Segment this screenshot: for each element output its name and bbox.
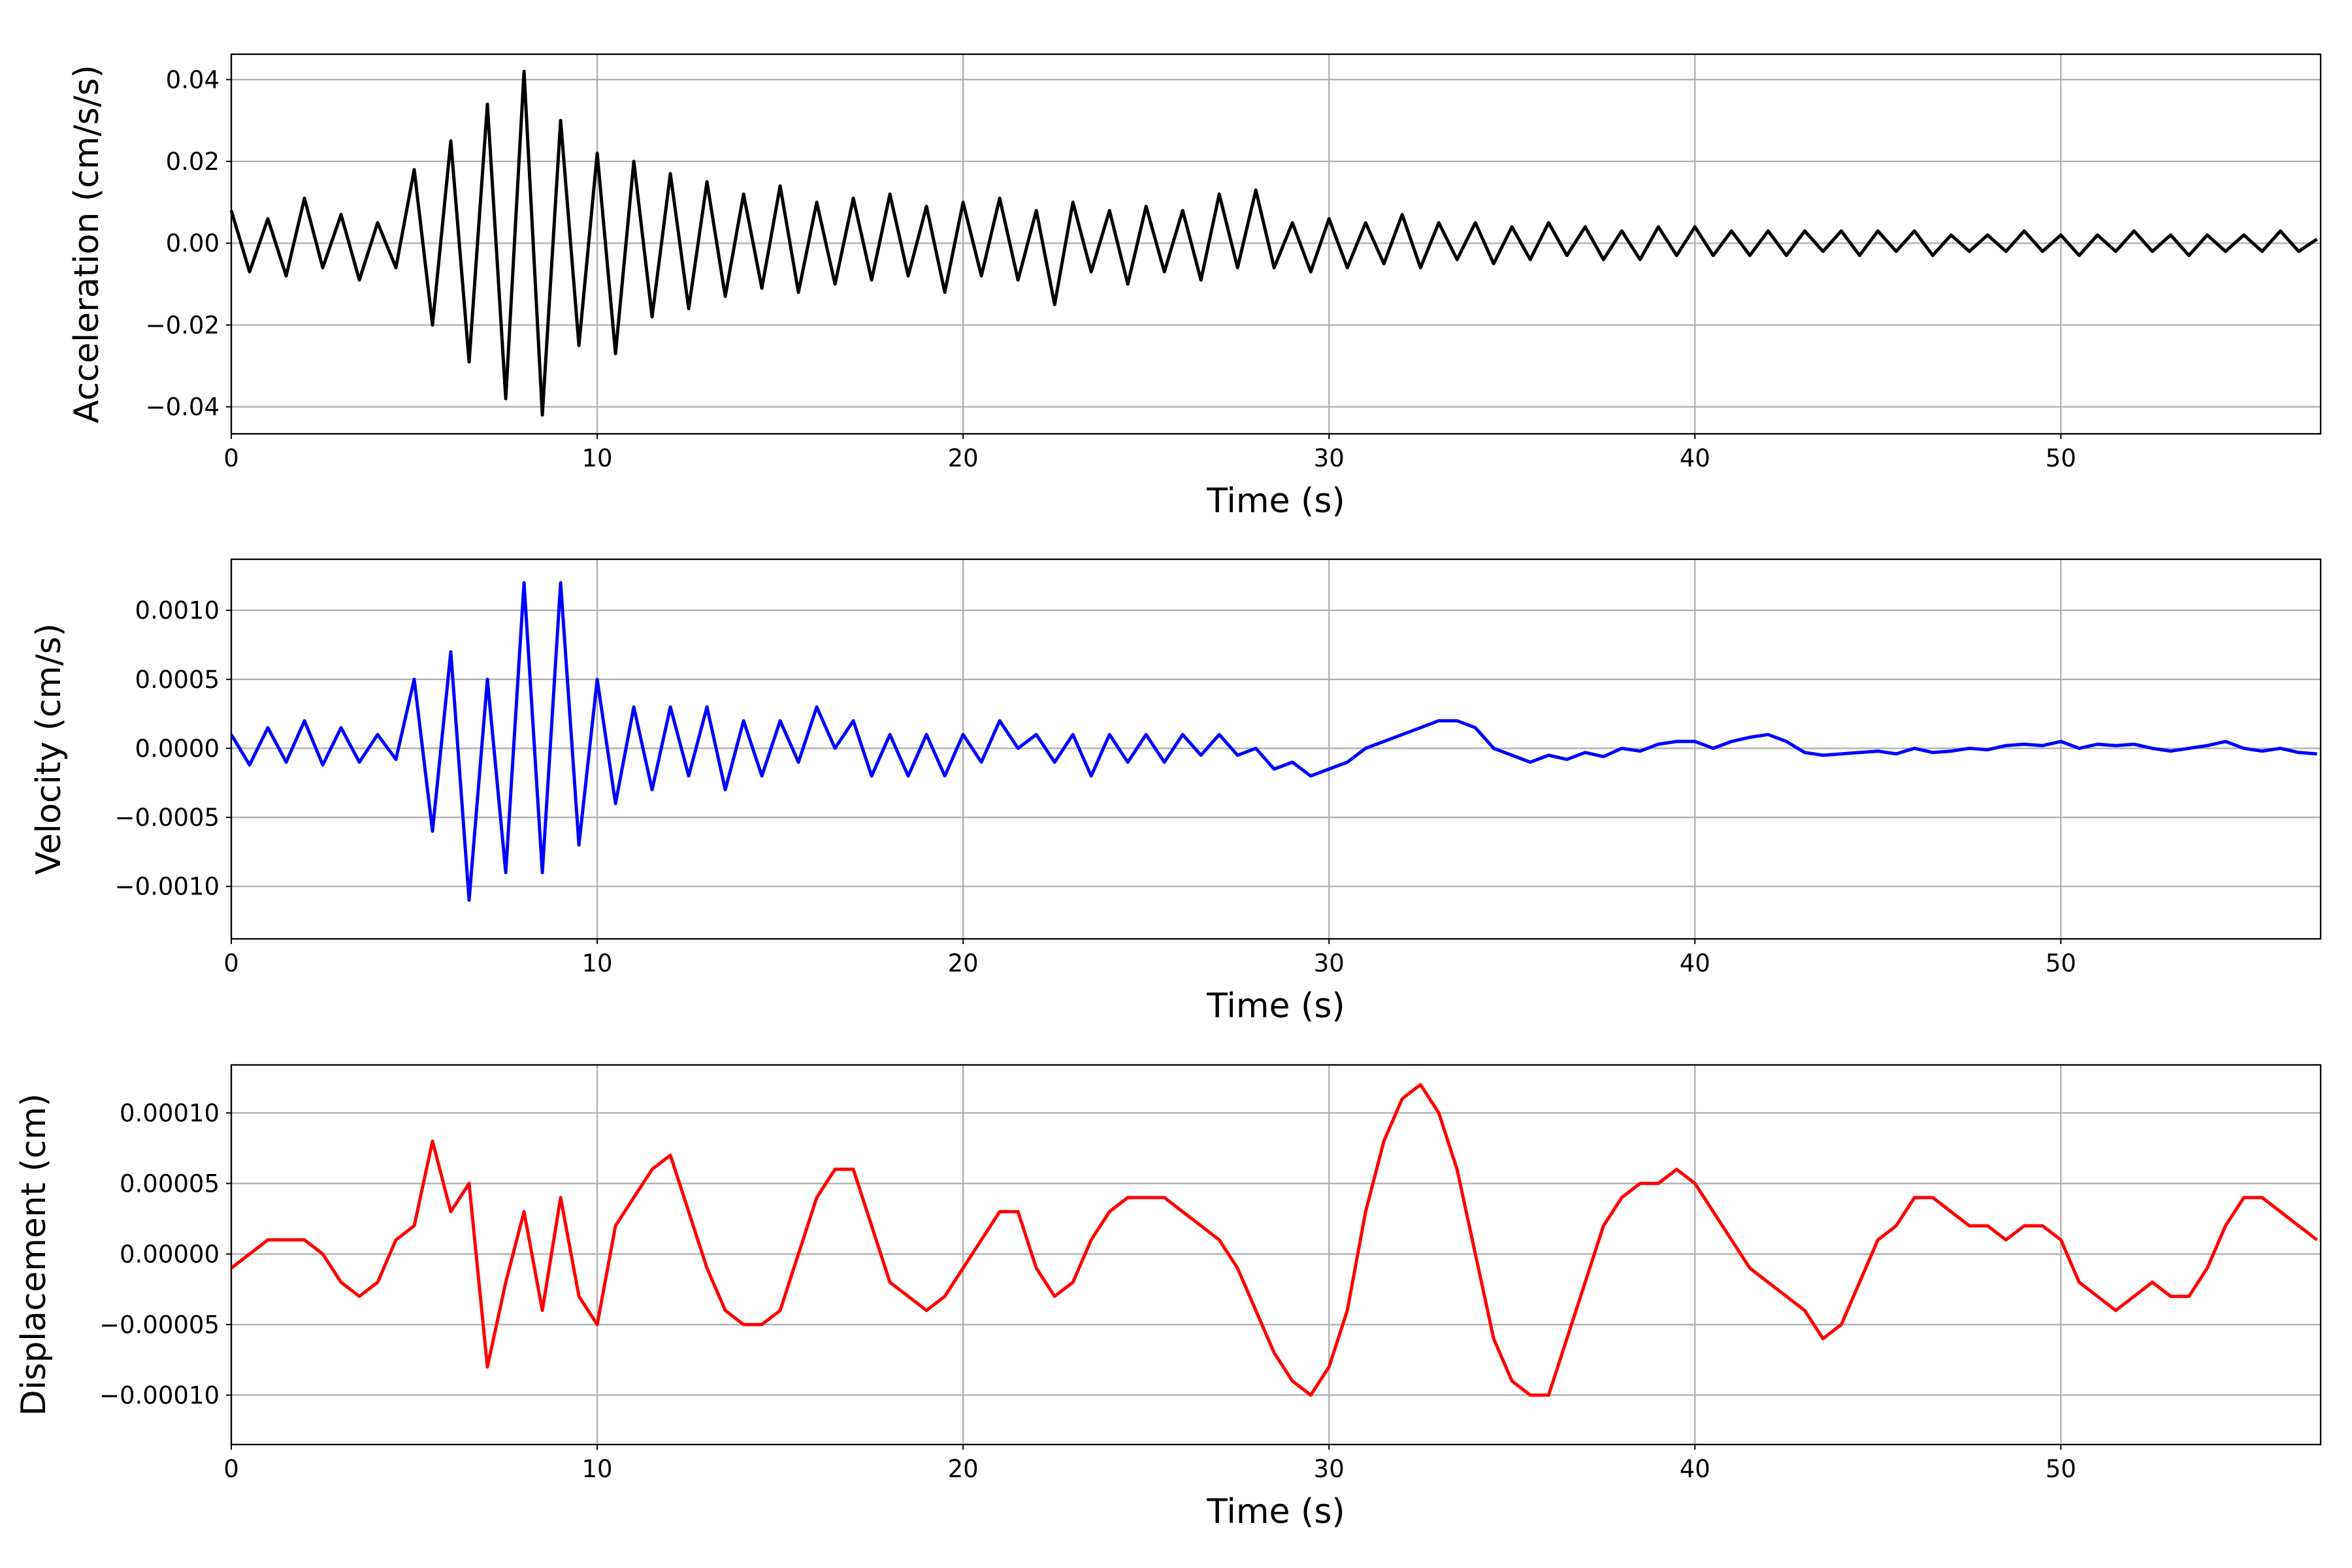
y-axis-label: Acceleration (cm/s/s) bbox=[67, 65, 106, 423]
panel: 0 10 20 30 40 50 −0.04 −0.02 0.00 0.02 0.04 Time (s… bbox=[67, 53, 2322, 521]
panel: 0 10 20 30 40 50 −0.0010 −0.0005 0.0000 0.0005 0.0… bbox=[29, 558, 2322, 1026]
x-tick-label: 50 bbox=[2046, 949, 2076, 977]
y-tick-label: 0.0005 bbox=[135, 666, 220, 694]
y-tick-label: 0.02 bbox=[166, 148, 220, 176]
signal-line bbox=[229, 581, 2317, 902]
y-tick-label: −0.04 bbox=[146, 393, 220, 421]
axes-frame bbox=[230, 558, 2322, 940]
x-tick-label: 0 bbox=[223, 444, 239, 472]
x-tick-label: 10 bbox=[582, 1455, 613, 1483]
y-tick-label: 0.0000 bbox=[135, 734, 220, 762]
signal-line bbox=[229, 69, 2318, 417]
x-tick-label: 40 bbox=[1680, 444, 1710, 472]
x-tick-label: 30 bbox=[1314, 949, 1345, 977]
signal-line bbox=[230, 1083, 2318, 1397]
x-tick-label: 20 bbox=[948, 1455, 979, 1483]
y-axis-label: Velocity (cm/s) bbox=[29, 623, 69, 875]
x-axis-label: Time (s) bbox=[1206, 987, 1345, 1026]
x-axis-label: Time (s) bbox=[1206, 482, 1345, 521]
axes-frame bbox=[230, 1064, 2322, 1446]
y-tick-label: −0.0005 bbox=[115, 804, 220, 832]
y-axis-label: Displacement (cm) bbox=[14, 1094, 54, 1416]
y-tick-label: 0.04 bbox=[166, 66, 220, 94]
y-tick-label: −0.02 bbox=[146, 311, 220, 339]
x-tick-label: 0 bbox=[223, 1455, 239, 1483]
x-tick-label: 30 bbox=[1314, 444, 1345, 472]
x-tick-label: 20 bbox=[948, 444, 979, 472]
y-tick-label: 0.00 bbox=[166, 229, 220, 257]
y-tick-label: 0.00000 bbox=[120, 1240, 220, 1268]
y-tick-label: −0.0010 bbox=[115, 873, 220, 901]
y-tick-label: 0.00010 bbox=[120, 1099, 220, 1127]
panel: 0 10 20 30 40 50 −0.00010 −0.00005 0.00000 0.0000… bbox=[14, 1064, 2322, 1531]
x-tick-label: 0 bbox=[223, 949, 239, 977]
x-tick-label: 30 bbox=[1314, 1455, 1345, 1483]
x-tick-label: 10 bbox=[582, 949, 613, 977]
y-tick-label: −0.00010 bbox=[99, 1381, 220, 1409]
x-tick-label: 50 bbox=[2046, 444, 2076, 472]
axes-frame bbox=[230, 53, 2322, 435]
y-tick-label: 0.0010 bbox=[135, 596, 220, 625]
x-tick-label: 10 bbox=[582, 444, 613, 472]
x-tick-label: 20 bbox=[948, 949, 979, 977]
y-tick-label: −0.00005 bbox=[99, 1311, 220, 1339]
x-axis-label: Time (s) bbox=[1206, 1492, 1345, 1531]
x-tick-label: 50 bbox=[2046, 1455, 2076, 1483]
y-tick-label: 0.00005 bbox=[120, 1169, 220, 1198]
x-tick-label: 40 bbox=[1680, 1455, 1710, 1483]
x-tick-label: 40 bbox=[1680, 949, 1710, 977]
